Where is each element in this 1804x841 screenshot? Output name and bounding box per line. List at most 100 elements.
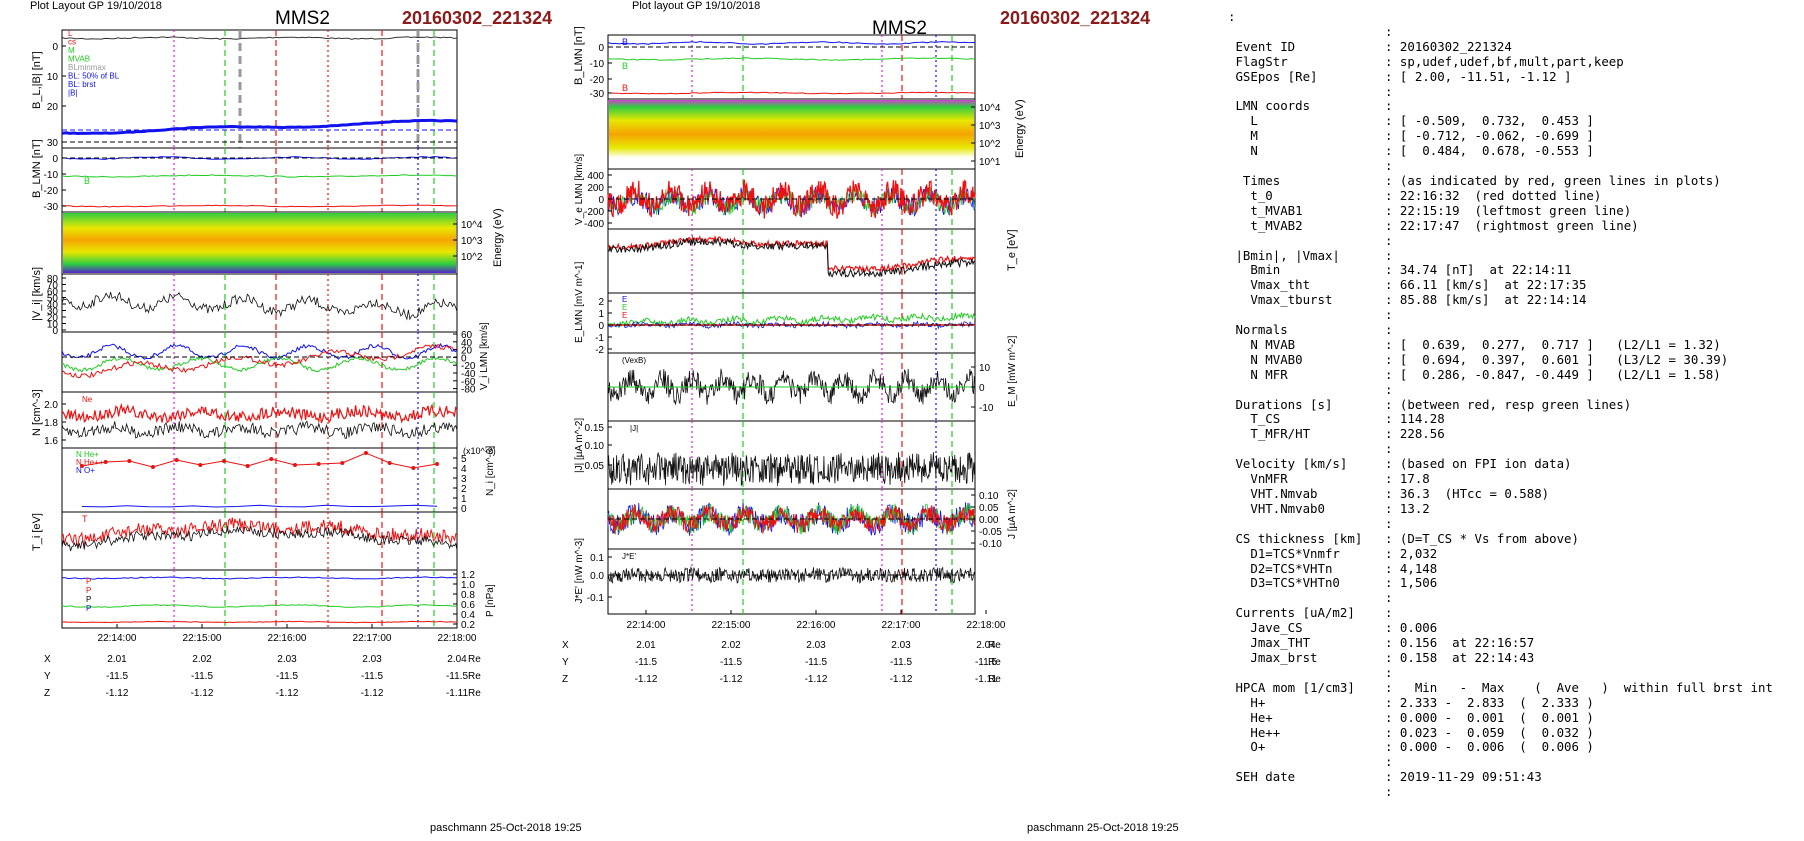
y-tick-label: 0.10 [979, 491, 999, 502]
summary-row: Durations [s]: (between red, resp green … [1228, 397, 1788, 413]
summary-key: GSEpos [Re] [1228, 68, 1318, 84]
summary-row: VnMFR: 17.8 [1228, 471, 1788, 487]
summary-value: 13.2 [1399, 500, 1430, 516]
summary-value: 34.74 [nT] at 22:14:11 [1399, 262, 1572, 278]
summary-key [1228, 159, 1385, 174]
legend-entry: |J| [630, 424, 638, 433]
y-tick-label: 0.05 [585, 461, 605, 472]
position-value: 2.03 [362, 654, 382, 665]
summary-value: 2019-11-29 09:51:43 [1399, 769, 1542, 785]
summary-row: : [1228, 590, 1788, 606]
summary-row: : [1228, 784, 1788, 800]
summary-colon: : [1385, 694, 1400, 710]
legend-entry: E [622, 303, 627, 312]
summary-colon: : [1385, 143, 1400, 159]
summary-key [1228, 234, 1385, 249]
summary-row: : [1228, 307, 1788, 323]
panel-ion-spec: 10^4 10^3 10^2 Energy (eV) [61, 208, 504, 275]
position-row-label: Z [44, 688, 50, 699]
y-tick-label: 200 [587, 183, 604, 194]
legend-entry: P [86, 577, 91, 586]
summary-value: 66.11 [km/s] at 22:17:35 [1399, 277, 1587, 293]
summary-colon: : [1385, 471, 1400, 487]
summary-row: SEH date: 2019-11-29 09:51:43 [1228, 769, 1788, 785]
summary-value: [ -0.712, -0.062, -0.699 ] [1399, 128, 1594, 144]
summary-key: D3=TCS*VHTn0 [1228, 575, 1340, 591]
legend-entry: P [86, 595, 91, 604]
left-layout-header: Plot Layout GP 19/10/2018 [30, 0, 162, 12]
summary-key: N MFR [1228, 366, 1288, 382]
summary-colon: : [1385, 247, 1400, 263]
y-tick-label: 50 [47, 294, 59, 305]
summary-row: He+: 0.000 - 0.001 ( 0.001 ) [1228, 710, 1788, 726]
legend-entry: M [68, 46, 75, 55]
summary-key [1228, 383, 1385, 398]
panel-frame [61, 331, 458, 393]
y-tick-label: 10 [47, 320, 59, 331]
summary-colon: : [1385, 381, 1400, 397]
tpar-series [61, 517, 458, 547]
pi-series [61, 604, 458, 608]
ne-series [61, 402, 458, 424]
summary-colon: : [1385, 426, 1400, 442]
middle-event-id: 20160302_221324 [1000, 8, 1151, 28]
summary-colon: : [1385, 172, 1400, 188]
em-series [607, 311, 976, 328]
summary-row: : [1228, 232, 1788, 249]
y-tick-label: 10^2 [979, 139, 1001, 150]
y-tick-label: 0 [52, 42, 58, 53]
summary-colon: : [1385, 232, 1400, 248]
summary-colon: : [1385, 679, 1400, 695]
jabs-series [607, 452, 976, 487]
summary-key: FlagStr [1228, 53, 1288, 69]
y-axis-label: B_L,|B| [nT] [31, 51, 43, 109]
position-value: -1.11 [446, 688, 468, 699]
panel-frame [61, 273, 458, 333]
y-tick-label: -0.10 [979, 539, 1002, 550]
summary-key: VnMFR [1228, 471, 1288, 487]
summary-key: Times [1228, 172, 1281, 188]
summary-colon: : [1385, 23, 1400, 39]
summary-key [1228, 666, 1385, 681]
summary-row: Jave_CS: 0.006 [1228, 620, 1788, 636]
summary-value: 228.56 [1399, 426, 1445, 442]
y-axis-label: T_i [eV] [31, 513, 43, 551]
legend-entry: B [622, 61, 628, 71]
summary-key: t_0 [1228, 187, 1273, 203]
y-tick-label: -30 [44, 202, 59, 213]
y-axis-label: J*E' [nW m^-3] [574, 538, 585, 604]
el-series [607, 320, 976, 330]
y-tick-label: 2 [598, 297, 604, 308]
panel-jabs: |J| 0.15 0.10 0.05|J| [µA m^-2] [574, 418, 976, 490]
panel-blmn: 0 -10 -20 -30B_LMN [nT] B [31, 139, 458, 213]
panel-te: T_e [eV] [607, 228, 1018, 294]
summary-colon: : [1385, 769, 1400, 785]
summary-row: T_CS: 114.28 [1228, 412, 1788, 427]
position-row-label: Z [562, 674, 568, 685]
y-tick-label: 10 [979, 363, 991, 374]
summary-row: N MVAB0: [ 0.694, 0.397, 0.601 ] (L3/L2 … [1228, 352, 1788, 368]
y-tick-label: 80 [47, 274, 59, 285]
y-tick-label: 0.4 [461, 610, 475, 621]
y-tick-label: -200 [584, 207, 604, 218]
y-tick-label: 0.15 [585, 423, 605, 434]
y-axis-label: Energy (eV) [1014, 99, 1026, 158]
summary-colon: : [1385, 38, 1400, 54]
vi-abs-series [61, 291, 458, 321]
event-summary: : : Event ID: 20160302_221324 FlagStr: s… [1228, 9, 1788, 800]
summary-row: He++: 0.023 - 0.059 ( 0.032 ) [1228, 724, 1788, 741]
y-tick-label: 1 [598, 309, 604, 320]
y-tick-label: 40 [47, 300, 59, 311]
position-value: -11.5 [446, 671, 468, 682]
legend-entry: P [86, 604, 91, 613]
summary-row: HPCA mom [1/cm3]: Min - Max ( Ave ) with… [1228, 679, 1788, 696]
summary-key: HPCA mom [1/cm3] [1228, 679, 1355, 695]
summary-top-dot: : [1228, 9, 1236, 24]
pb-series [61, 620, 458, 624]
position-value: 2.03 [891, 640, 911, 651]
summary-key: N MVAB [1228, 336, 1296, 352]
summary-key: He++ [1228, 724, 1281, 740]
x-tick-label: 22:17:00 [882, 620, 921, 631]
summary-row: Currents [uA/m2]: [1228, 605, 1788, 621]
summary-row: Normals: [1228, 322, 1788, 338]
